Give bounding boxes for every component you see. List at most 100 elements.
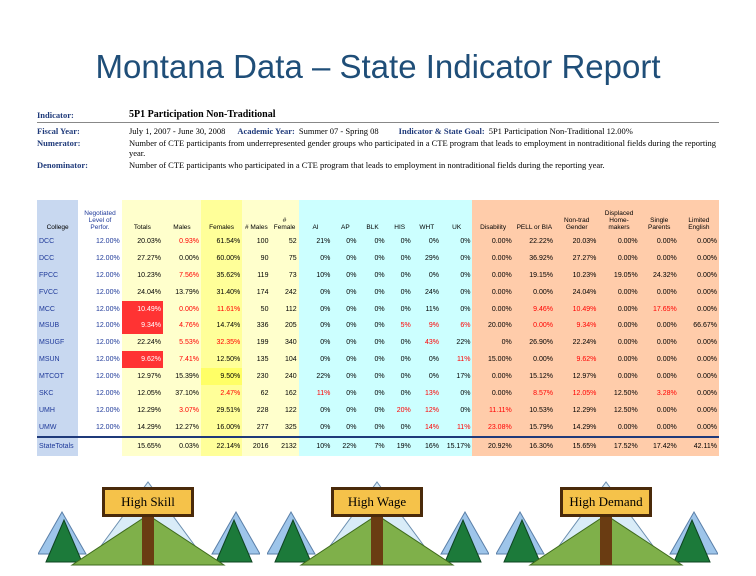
table-cell: 22% xyxy=(298,368,333,386)
table-cell: 0% xyxy=(440,233,473,250)
table-cell: 20.03% xyxy=(554,233,599,250)
table-cell: 0% xyxy=(412,368,441,386)
table-cell: 16.00% xyxy=(200,418,243,437)
table-cell: 23.08% xyxy=(472,418,514,437)
totals-cell: 20.92% xyxy=(472,435,514,456)
table-cell: 14% xyxy=(412,418,441,437)
column-header: WHT xyxy=(412,200,441,233)
table-cell: 277 xyxy=(242,418,271,437)
totals-cell: 42.11% xyxy=(678,435,719,456)
table-cell: 0% xyxy=(358,351,387,369)
table-cell: 10.49% xyxy=(121,300,163,318)
table-row: MCC 12.00% 10.49% 0.00% 11.61% 50 112 0% 0% 0% 0% 1… xyxy=(37,300,719,318)
table-cell: 0% xyxy=(386,418,413,437)
column-header: Limited English xyxy=(678,200,719,233)
table-cell: 0.00% xyxy=(678,401,719,419)
table-cell: 13% xyxy=(412,385,441,402)
table-cell: 0.00% xyxy=(513,283,555,301)
table-cell: 174 xyxy=(242,283,271,301)
table-cell: 0% xyxy=(358,317,387,335)
table-cell: 62 xyxy=(242,385,271,402)
totals-row: StateTotals 15.65% 0.03% 22.14% 2016 2132 10% 2… xyxy=(37,435,719,456)
table-cell: 0.00% xyxy=(598,418,640,437)
goal-label: Indicator & State Goal: xyxy=(398,126,485,136)
academic-year-value: Summer 07 - Spring 08 xyxy=(298,126,379,136)
table-cell: 3.07% xyxy=(162,401,201,419)
table-cell: 12.00% xyxy=(78,385,122,402)
table-cell: 0% xyxy=(298,249,333,267)
table-cell: 12.00% xyxy=(78,300,122,318)
totals-cell: 16% xyxy=(412,435,441,456)
table-cell: 0.00% xyxy=(678,249,719,267)
table-cell: 0% xyxy=(358,233,387,250)
table-cell: 12.00% xyxy=(78,317,122,335)
column-header: # Males xyxy=(242,200,271,233)
table-cell: 0% xyxy=(440,266,473,284)
table-cell: 11.11% xyxy=(472,401,514,419)
table-cell: 12.29% xyxy=(121,401,163,419)
table-cell: 11% xyxy=(298,385,333,402)
table-cell: 0.00% xyxy=(598,368,640,386)
totals-cell: 15.65% xyxy=(121,435,163,456)
table-cell: 119 xyxy=(242,266,271,284)
table-cell: 0% xyxy=(386,283,413,301)
table-cell: 0% xyxy=(358,334,387,352)
divider xyxy=(37,122,719,123)
table-cell: 0.00% xyxy=(639,317,679,335)
column-header: Single Parents xyxy=(639,200,679,233)
table-cell: 0.00% xyxy=(472,283,514,301)
table-cell: 0.00% xyxy=(513,317,555,335)
column-header: AI xyxy=(298,200,333,233)
column-header: Totals xyxy=(121,200,163,233)
numerator-value: Number of CTE participants from underrep… xyxy=(129,138,717,158)
table-cell: 205 xyxy=(270,317,299,335)
table-cell: 230 xyxy=(242,368,271,386)
table-cell: 15.12% xyxy=(513,368,555,386)
table-cell: 0% xyxy=(332,351,359,369)
table-cell: 75 xyxy=(270,249,299,267)
table-cell: 0% xyxy=(440,401,473,419)
table-cell: SKC xyxy=(37,385,79,402)
table-cell: 0.00% xyxy=(472,300,514,318)
table-cell: 242 xyxy=(270,283,299,301)
column-header: UK xyxy=(440,200,473,233)
table-cell: 24.04% xyxy=(554,283,599,301)
table-cell: 0% xyxy=(332,249,359,267)
table-cell: FPCC xyxy=(37,266,79,284)
table-cell: DCC xyxy=(37,233,79,250)
table-cell: 22.24% xyxy=(554,334,599,352)
table-cell: 5.53% xyxy=(162,334,201,352)
column-header: Males xyxy=(162,200,201,233)
table-cell: 12.50% xyxy=(598,385,640,402)
table-cell: 0% xyxy=(386,300,413,318)
table-cell: 0% xyxy=(358,283,387,301)
table-cell: 7.56% xyxy=(162,266,201,284)
table-cell: 0.00% xyxy=(162,249,201,267)
table-cell: 0% xyxy=(332,334,359,352)
table-cell: 0.00% xyxy=(678,266,719,284)
indicator-label: Indicator: xyxy=(37,110,74,120)
table-cell: 27.27% xyxy=(554,249,599,267)
table-cell: 20.00% xyxy=(472,317,514,335)
table-cell: 15.79% xyxy=(513,418,555,437)
table-cell: 19.05% xyxy=(598,266,640,284)
table-cell: 35.62% xyxy=(200,266,243,284)
table-cell: UMH xyxy=(37,401,79,419)
table-cell: 29% xyxy=(412,249,441,267)
denominator-value: Number of CTE participants who participa… xyxy=(129,160,605,170)
table-cell: 32.35% xyxy=(200,334,243,352)
table-cell: 0.00% xyxy=(639,418,679,437)
table-cell: 8.57% xyxy=(513,385,555,402)
column-header: College xyxy=(37,200,79,233)
table-cell: 0.00% xyxy=(598,334,640,352)
table-cell: 20.03% xyxy=(121,233,163,250)
table-cell: 22.22% xyxy=(513,233,555,250)
table-cell: 12% xyxy=(412,401,441,419)
table-cell: 12.97% xyxy=(554,368,599,386)
sign-high-demand: High Demand xyxy=(496,470,718,570)
table-cell: 24% xyxy=(412,283,441,301)
table-cell: 0% xyxy=(358,266,387,284)
table-cell: 12.00% xyxy=(78,233,122,250)
table-cell: 0% xyxy=(332,233,359,250)
table-cell: 100 xyxy=(242,233,271,250)
